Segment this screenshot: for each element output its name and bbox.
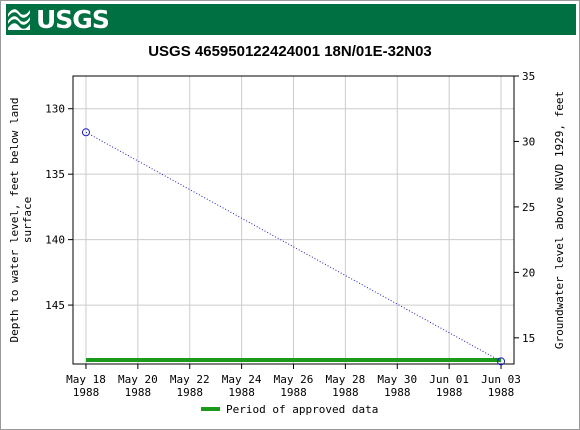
x-tick-label: May 22 <box>170 373 210 386</box>
x-tick-label-year: 1988 <box>384 386 411 399</box>
x-tick-label-year: 1988 <box>176 386 203 399</box>
x-tick-label: May 24 <box>222 373 262 386</box>
y-left-tick-label: 140 <box>45 234 65 247</box>
y-left-tick-label: 130 <box>45 103 65 116</box>
x-tick-label-year: 1988 <box>280 386 307 399</box>
y-left-tick-label: 135 <box>45 168 65 181</box>
y-left-tick-label: 145 <box>45 299 65 312</box>
usgs-logo-text: USGS <box>36 5 110 34</box>
legend-label: Period of approved data <box>226 403 378 416</box>
x-tick-label: May 18 <box>66 373 106 386</box>
x-tick-label-year: 1988 <box>125 386 152 399</box>
chart-title: USGS 465950122424001 18N/01E-32N03 <box>148 43 432 60</box>
series-line <box>85 131 502 362</box>
y-right-tick-label: 15 <box>522 332 535 345</box>
usgs-banner <box>6 4 576 35</box>
y-right-tick-label: 20 <box>522 266 535 279</box>
x-tick-label-year: 1988 <box>332 386 359 399</box>
usgs-wave-icon <box>8 8 30 30</box>
data-point <box>81 128 90 137</box>
x-tick-label: May 30 <box>377 373 417 386</box>
x-tick-label-year: 1988 <box>436 386 463 399</box>
x-tick-label-year: 1988 <box>228 386 255 399</box>
usgs-logo[interactable]: USGS <box>6 4 110 35</box>
x-tick-label: Jun 03 <box>481 373 521 386</box>
y-right-tick-label: 25 <box>522 201 535 214</box>
y-right-tick-label: 30 <box>522 135 535 148</box>
y-left-axis-label-line2: surface <box>21 197 34 243</box>
x-tick-label: Jun 01 <box>429 373 469 386</box>
x-tick-label-year: 1988 <box>488 386 515 399</box>
x-tick-label: May 26 <box>274 373 314 386</box>
data-point <box>497 357 506 366</box>
x-tick-label: May 28 <box>326 373 366 386</box>
x-tick-label: May 20 <box>118 373 158 386</box>
y-left-axis-label: Depth to water level, feet below land <box>8 97 21 342</box>
y-right-axis-label: Groundwater level above NGVD 1929, feet <box>553 91 566 349</box>
x-tick-label-year: 1988 <box>73 386 100 399</box>
y-right-tick-label: 35 <box>522 70 535 83</box>
